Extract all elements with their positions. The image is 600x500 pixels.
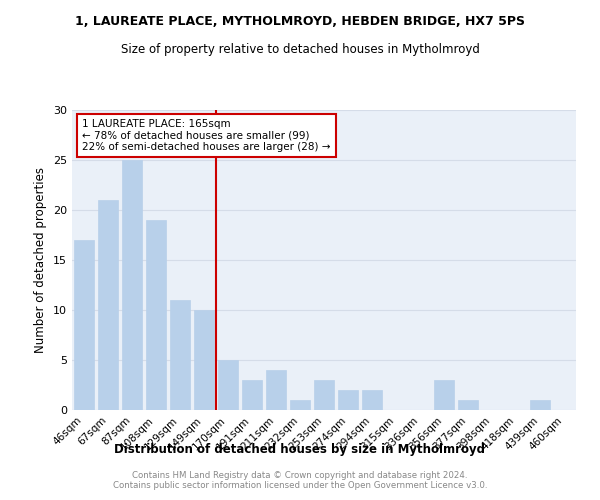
Bar xyxy=(194,310,214,410)
Bar xyxy=(242,380,262,410)
Bar xyxy=(434,380,454,410)
Bar xyxy=(122,160,142,410)
Bar xyxy=(170,300,190,410)
Bar xyxy=(74,240,94,410)
Bar xyxy=(338,390,358,410)
Text: 1 LAUREATE PLACE: 165sqm
← 78% of detached houses are smaller (99)
22% of semi-d: 1 LAUREATE PLACE: 165sqm ← 78% of detach… xyxy=(82,119,331,152)
Text: Contains HM Land Registry data © Crown copyright and database right 2024.
Contai: Contains HM Land Registry data © Crown c… xyxy=(113,470,487,490)
Bar xyxy=(530,400,550,410)
Bar xyxy=(290,400,310,410)
Bar xyxy=(362,390,382,410)
Text: Distribution of detached houses by size in Mytholmroyd: Distribution of detached houses by size … xyxy=(115,442,485,456)
Bar xyxy=(146,220,166,410)
Bar xyxy=(314,380,334,410)
Text: 1, LAUREATE PLACE, MYTHOLMROYD, HEBDEN BRIDGE, HX7 5PS: 1, LAUREATE PLACE, MYTHOLMROYD, HEBDEN B… xyxy=(75,15,525,28)
Bar xyxy=(98,200,118,410)
Y-axis label: Number of detached properties: Number of detached properties xyxy=(34,167,47,353)
Bar xyxy=(218,360,238,410)
Bar xyxy=(266,370,286,410)
Text: Size of property relative to detached houses in Mytholmroyd: Size of property relative to detached ho… xyxy=(121,42,479,56)
Bar xyxy=(458,400,478,410)
